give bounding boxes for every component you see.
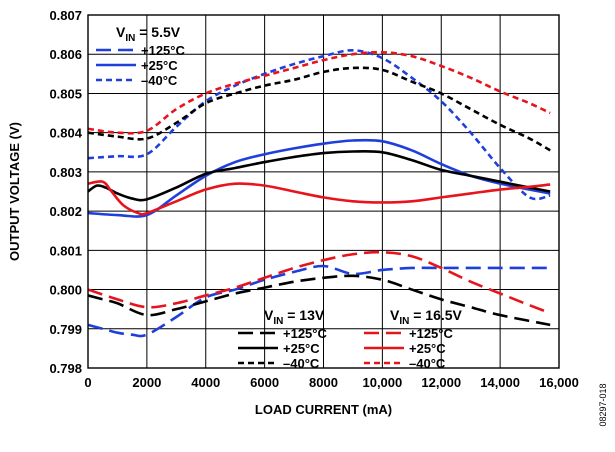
x-tick-label: 12,000: [421, 375, 461, 390]
figure-id: 08297-018: [598, 383, 608, 426]
y-tick-label: 0.805: [49, 86, 82, 101]
legend-label: +25°C: [141, 58, 178, 73]
plot-frame: [87, 14, 560, 369]
legend-label: +125°C: [409, 326, 453, 341]
x-tick-label: 10,000: [362, 375, 402, 390]
x-tick-label: 6000: [250, 375, 279, 390]
legend-label: +125°C: [141, 43, 185, 58]
x-tick-label: 4000: [191, 375, 220, 390]
x-tick-label: 16,000: [539, 375, 579, 390]
legend-label: –40°C: [283, 356, 320, 371]
series-vin-16p5v-25C-line: [87, 180, 551, 216]
x-axis-label: LOAD CURRENT (mA): [255, 402, 392, 417]
legend-label: –40°C: [141, 73, 178, 88]
legend-title: VIN = 16.5V: [390, 307, 463, 327]
series-vin-5p5v-40C-line: [87, 48, 551, 201]
x-tick-label: 14,000: [480, 375, 520, 390]
legend-bottom-right: VIN = 16.5V+125°C+25°C–40°C: [364, 307, 463, 371]
legend-title: VIN = 13V: [264, 307, 325, 327]
x-tick-label: 0: [84, 375, 91, 390]
y-tick-label: 0.804: [49, 126, 82, 141]
x-tick-label: 8000: [309, 375, 338, 390]
series-vin-16p5v-40C-line: [87, 50, 551, 135]
grid: [87, 14, 560, 369]
legend-bottom-middle: VIN = 13V+125°C+25°C–40°C: [238, 307, 327, 371]
y-tick-label: 0.801: [49, 243, 82, 258]
series-vin-13v-25C-line: [87, 149, 551, 202]
series-vin-13v-40C-line: [87, 66, 551, 152]
legend-top-left: VIN = 5.5V+125°C+25°C–40°C: [96, 24, 185, 88]
x-tick-label: 2000: [132, 375, 161, 390]
legend-label: –40°C: [409, 356, 446, 371]
y-tick-label: 0.803: [49, 165, 82, 180]
y-tick-label: 0.799: [49, 322, 82, 337]
y-tick-label: 0.802: [49, 204, 82, 219]
y-tick-label: 0.806: [49, 47, 82, 62]
y-tick-label: 0.798: [49, 361, 82, 376]
series-vin-16p5v-125C-line: [87, 250, 551, 315]
series-layer: [87, 48, 551, 338]
legend-label: +125°C: [283, 326, 327, 341]
tick-labels: 0 2000 4000 6000 8000 10,000 12,000 14,000 16,00…: [49, 8, 578, 390]
y-tick-label: 0.800: [49, 283, 82, 298]
legend-label: +25°C: [283, 341, 320, 356]
series-vin-13v-125C-line: [87, 274, 551, 327]
legend-label: +25°C: [409, 341, 446, 356]
legend-title: VIN = 5.5V: [116, 24, 181, 44]
y-tick-label: 0.807: [49, 8, 82, 23]
y-axis-label: OUTPUT VOLTAGE (V): [7, 122, 22, 261]
